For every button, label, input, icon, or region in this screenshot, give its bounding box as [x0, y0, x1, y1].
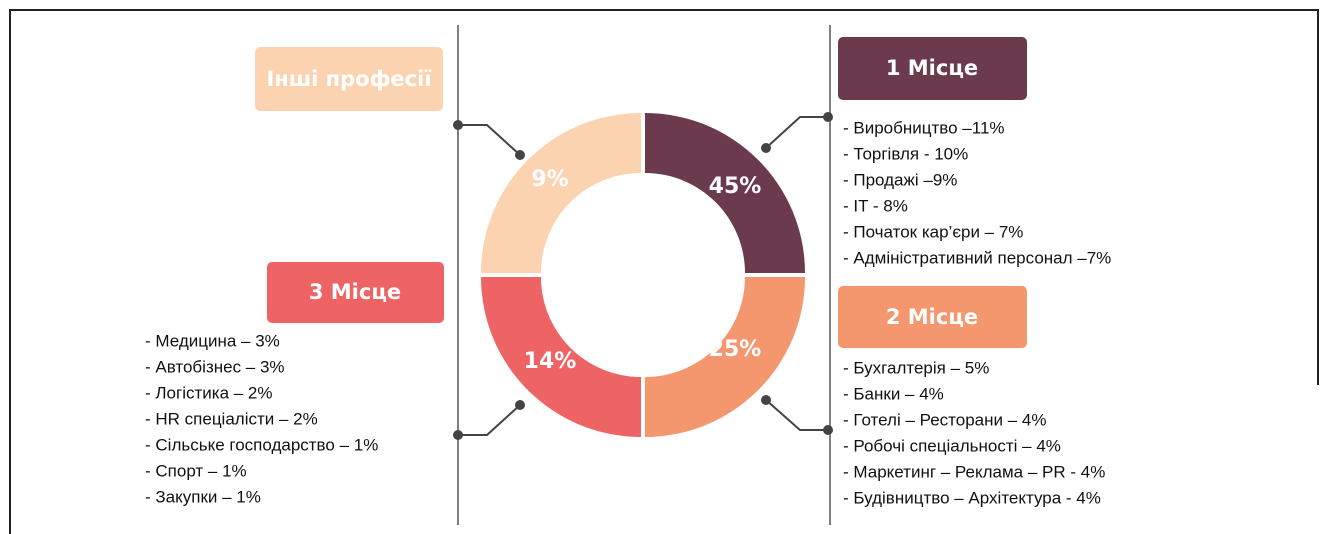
- badge: [838, 37, 1027, 100]
- badge-title: Інші професії: [266, 67, 431, 91]
- list-item: - Автобізнес – 3%: [145, 357, 285, 376]
- segment: [645, 277, 805, 437]
- list-item: - Логістика – 2%: [145, 383, 273, 402]
- list-item: - Виробництво –11%: [843, 118, 1005, 137]
- list-item: - Банки – 4%: [843, 384, 944, 403]
- badge-title: 2 Місце: [886, 305, 978, 329]
- list-item: - Робочі спеціальності – 4%: [843, 436, 1061, 455]
- donut: [481, 113, 805, 437]
- badge: [267, 262, 444, 323]
- badge: [255, 47, 443, 111]
- segment-label: 45%: [709, 174, 762, 199]
- list-item: - Початок кар’єри – 7%: [843, 222, 1023, 241]
- frame: [9, 9, 1319, 534]
- list-item: - Продажі –9%: [843, 170, 957, 189]
- list-item: - Бухгалтерія – 5%: [843, 358, 989, 377]
- segment: [645, 113, 805, 273]
- list-item: - Торгівля - 10%: [843, 144, 968, 163]
- list-item: - Медицина – 3%: [145, 331, 280, 350]
- badge-title: 3 Місце: [309, 280, 401, 304]
- segment: [481, 277, 641, 437]
- badge: [838, 286, 1027, 348]
- list-item: - IT - 8%: [843, 196, 908, 215]
- list-item: - Готелі – Ресторани – 4%: [843, 410, 1046, 429]
- connectors: [453, 112, 833, 440]
- list-item: - HR спеціалісти – 2%: [145, 409, 318, 428]
- list-item: - Маркетинг – Реклама – PR - 4%: [843, 462, 1105, 481]
- segment-label: 25%: [709, 337, 762, 362]
- list-item: - Спорт – 1%: [145, 461, 247, 480]
- segment-label: 14%: [524, 349, 577, 374]
- segment-label: 9%: [531, 167, 568, 192]
- list-item: - Сільське господарство – 1%: [145, 435, 378, 454]
- list-item: - Будівництво – Архітектура - 4%: [843, 488, 1101, 507]
- list-item: - Закупки – 1%: [145, 487, 261, 506]
- badge-title: 1 Місце: [886, 56, 978, 80]
- list-item: - Адміністративний персонал –7%: [843, 248, 1111, 267]
- segment: [481, 113, 641, 273]
